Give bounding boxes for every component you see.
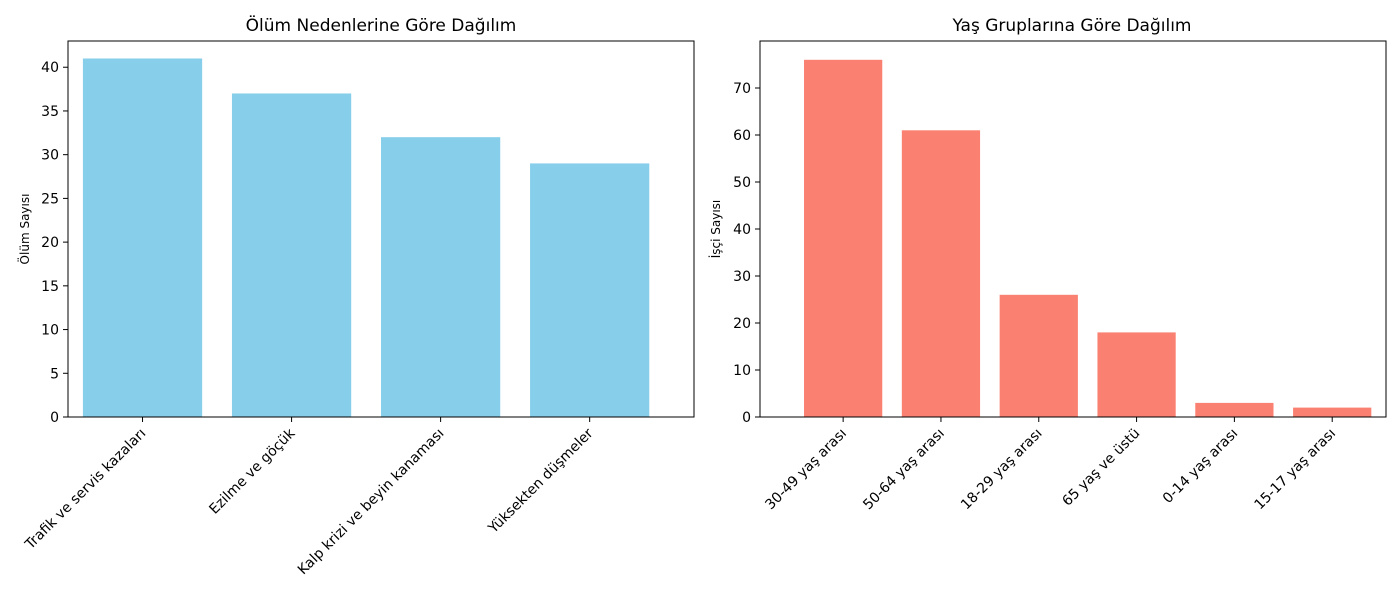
x-tick-label: Kalp krizi ve beyin kanaması [295,426,448,579]
bar-18-29-yas-arasi [999,294,1078,417]
y-tick-label: 40 [41,60,59,76]
y-axis-label: Ölüm Sayısı [16,194,32,265]
y-tick-label: 35 [41,104,59,120]
x-tick-label: 30-49 yaş arası [762,426,850,514]
bar-30-49-yas-arasi [804,59,883,418]
bar-ezilme-ve-gocuk [231,93,352,417]
axes-frame [67,40,695,418]
chart-title: Ölüm Nedenlerine Göre Dağılım [246,14,517,36]
y-tick-label: 20 [733,316,751,332]
bar-15-17-yas-arasi [1293,407,1372,417]
y-tick-label: 0 [50,410,59,426]
y-tick-label: 25 [41,191,59,207]
y-tick-label: 50 [733,175,751,191]
y-axis-label: İşçi Sayısı [708,200,723,259]
x-tick-label: 0-14 yaş arası [1160,426,1241,507]
x-tick-label: 50-64 yaş arası [860,426,948,514]
y-tick-label: 70 [733,81,751,97]
y-tick-label: 15 [41,279,59,295]
y-tick-label: 20 [41,235,59,251]
y-tick-label: 60 [733,128,751,144]
bar-group [804,59,1372,418]
x-tick-label: 15-17 yaş arası [1251,426,1339,514]
chart-death-causes: Ölüm Nedenlerine Göre Dağılım Ölüm Sayıs… [16,14,695,578]
chart-title: Yaş Gruplarına Göre Dağılım [952,16,1192,36]
bar-0-14-yas-arasi [1195,402,1274,417]
x-tick-label: 65 yaş ve üstü [1059,426,1143,510]
y-tick-label: 30 [41,148,59,164]
chart-age-groups: Yaş Gruplarına Göre Dağılım İşçi Sayısı … [708,16,1387,513]
bar-65-yas-ve-ustu [1097,332,1176,417]
x-tick-label: Trafik ve servis kazaları [22,426,150,554]
bar-yuksekten-dusmeler [530,163,650,417]
y-tick-label: 30 [733,269,751,285]
x-tick-label: 18-29 yaş arası [958,426,1046,514]
y-tick-label: 0 [742,410,751,426]
bar-50-64-yas-arasi [901,130,981,418]
bar-kalp-krizi-ve-beyin-kanamasi [381,137,501,418]
y-tick-label: 5 [50,366,59,382]
bar-group [82,58,650,418]
y-axis: 0 10 20 30 40 50 60 70 [733,81,760,426]
x-tick-label: Ezilme ve göçük [206,425,299,518]
x-axis: 30-49 yaş arası 50-64 yaş arası 18-29 yaş … [762,417,1339,513]
y-tick-label: 10 [41,323,59,339]
y-axis: 0 5 10 15 20 25 30 35 40 [41,60,68,426]
y-tick-label: 40 [733,222,751,238]
axes-frame [759,40,1387,418]
x-axis: Trafik ve servis kazaları Ezilme ve göçük… [22,417,597,578]
bar-trafik-ve-servis-kazalari [82,58,203,417]
y-tick-label: 10 [733,363,751,379]
x-tick-label: Yüksekten düşmeler [485,425,597,537]
